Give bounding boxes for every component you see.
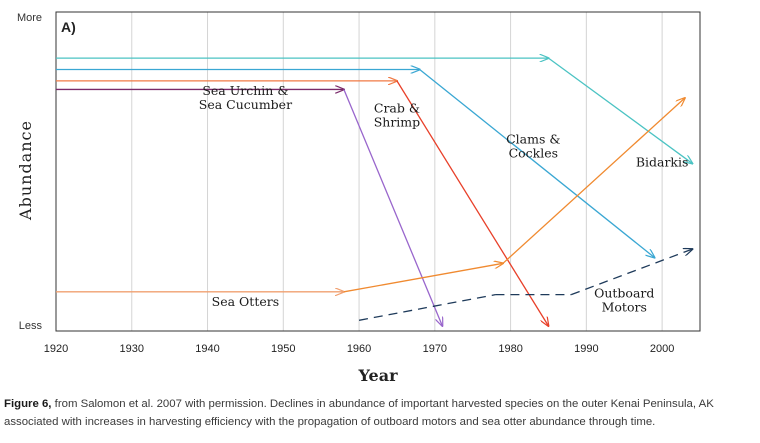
crab-shrimp-change-arrow — [396, 80, 549, 326]
sea-otters-rise-arrow — [502, 98, 685, 264]
plot-frame — [55, 11, 701, 332]
crab-label: Shrimp — [374, 114, 420, 129]
sea-otters-rise-arrow — [343, 263, 503, 293]
x-tick-label: 1980 — [498, 343, 522, 355]
outboard-motors-segment — [358, 294, 496, 321]
x-tick-label: 1930 — [120, 343, 144, 355]
x-tick-label: 2000 — [650, 343, 674, 355]
grid-lines — [131, 12, 663, 331]
crab-label: Crab & — [374, 100, 420, 115]
x-tick-label: 1920 — [44, 343, 68, 355]
caption-text: from Salomon et al. 2007 with permission… — [4, 398, 714, 428]
figure-caption: Figure 6, from Salomon et al. 2007 with … — [4, 395, 754, 431]
panel-label: A) — [61, 19, 76, 35]
abundance-chart: 1920 1930 1940 1950 1960 1970 1980 1990 2000 Sea… — [16, 11, 701, 385]
y-bottom-label: Less — [19, 320, 43, 332]
bidarkis-label: Bidarkis — [636, 154, 689, 169]
clams-label: Clams & — [506, 132, 560, 147]
series-labels: Sea Urchin &Sea Cucumber Crab &Shrimp Clam… — [199, 83, 689, 314]
sea-urchin-sea-cucumber-change-arrow — [343, 89, 442, 326]
bidarkis-change-arrow — [548, 57, 692, 163]
otters-label: Sea Otters — [212, 294, 279, 309]
clams-label: Cockles — [509, 146, 558, 161]
x-tick-label: 1960 — [347, 343, 371, 355]
x-axis-label: Year — [357, 366, 398, 385]
caption-bold: Figure 6, — [4, 398, 52, 410]
x-axis-ticks: 1920 1930 1940 1950 1960 1970 1980 1990 2000 — [44, 343, 675, 355]
outboard-motors-segment — [570, 249, 692, 296]
x-tick-label: 1950 — [271, 343, 295, 355]
clams-cockles-change-arrow — [419, 68, 655, 258]
x-tick-label: 1990 — [574, 343, 598, 355]
y-top-label: More — [17, 12, 42, 24]
y-axis-label: Abundance — [16, 120, 35, 221]
urchin-label: Sea Cucumber — [199, 97, 292, 112]
urchin-label: Sea Urchin & — [202, 83, 288, 98]
x-tick-label: 1940 — [195, 343, 219, 355]
x-tick-label: 1970 — [423, 343, 447, 355]
motors-label: Motors — [602, 300, 647, 315]
motors-label: Outboard — [594, 286, 654, 301]
series-lines — [56, 58, 692, 326]
